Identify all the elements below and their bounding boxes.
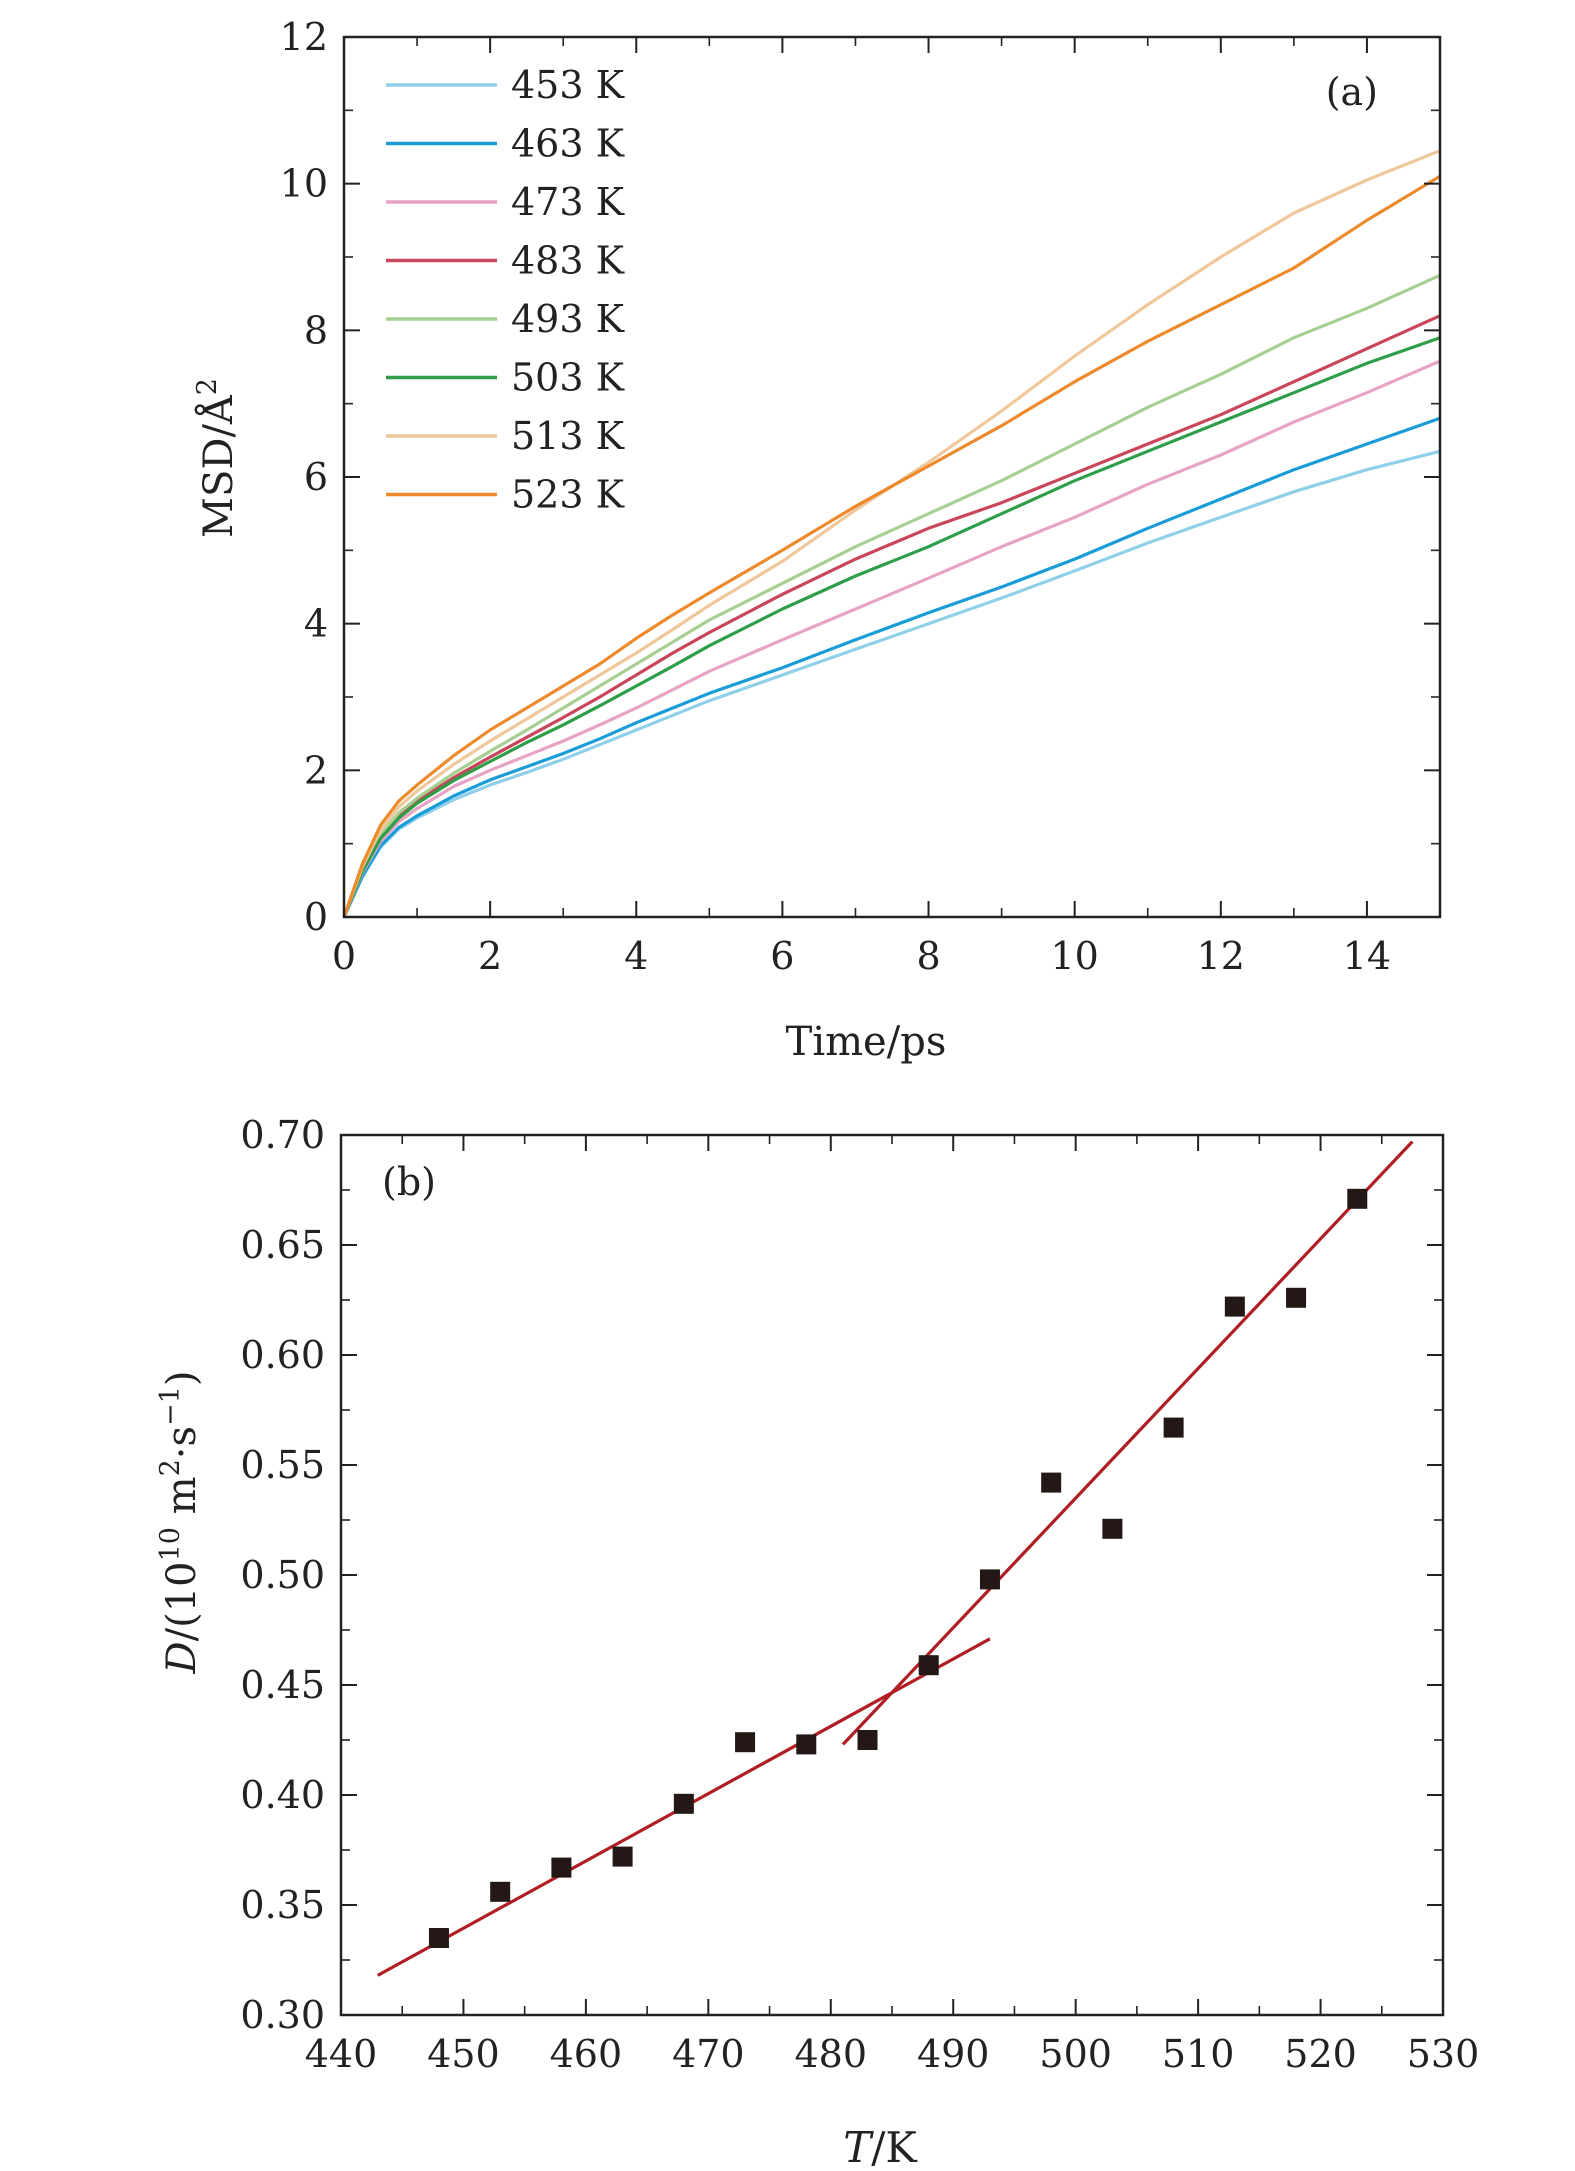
diffusion-y-tick-label: 0.55 bbox=[240, 1443, 325, 1487]
msd-line-503k bbox=[342, 336, 1441, 918]
diffusion-x-tick-label: 490 bbox=[917, 2032, 990, 2076]
msd-line-523k bbox=[342, 174, 1441, 918]
msd-y-tick-label: 12 bbox=[280, 15, 328, 59]
diffusion-x-tick-label: 450 bbox=[427, 2032, 500, 2076]
diffusion-x-tick-label: 530 bbox=[1407, 2032, 1480, 2076]
data-point bbox=[979, 1569, 1000, 1590]
diffusion-points bbox=[428, 1188, 1368, 1948]
diffusion-chart: 440 450 460 470 480 490 500 510 520 530 0.30 0.35 0.… bbox=[155, 1113, 1479, 2171]
msd-panel-label: (a) bbox=[1326, 70, 1378, 114]
diffusion-x-tick-label: 460 bbox=[550, 2032, 623, 2076]
data-point bbox=[1163, 1417, 1184, 1438]
msd-x-tick-label: 0 bbox=[332, 934, 356, 978]
data-point bbox=[612, 1846, 633, 1867]
legend-label: 463 K bbox=[511, 122, 625, 166]
fit-line-high bbox=[841, 1140, 1414, 1746]
msd-legend: 453 K 463 K 473 K 483 K 493 K 503 K 513 K 523 K bbox=[386, 63, 625, 517]
diffusion-x-tick-label: 510 bbox=[1162, 2032, 1235, 2076]
diffusion-y-tick-label: 0.60 bbox=[240, 1333, 325, 1377]
msd-line-483k bbox=[342, 314, 1441, 918]
msd-x-tick-label: 10 bbox=[1050, 934, 1098, 978]
msd-line-453k bbox=[342, 449, 1441, 918]
data-point bbox=[551, 1857, 572, 1878]
diffusion-y-tick-label: 0.70 bbox=[240, 1113, 325, 1157]
data-point bbox=[1224, 1296, 1245, 1317]
legend-label: 453 K bbox=[511, 63, 625, 107]
msd-line-463k bbox=[342, 416, 1441, 918]
msd-chart: 0 2 4 6 8 10 12 14 0 2 4 6 8 10 12 453 K 463 K 473 K 483 … bbox=[192, 15, 1442, 1065]
data-point bbox=[796, 1734, 817, 1755]
diffusion-x-tick-label: 440 bbox=[305, 2032, 378, 2076]
data-point bbox=[857, 1730, 878, 1750]
diffusion-y-axis-label: D/(1010 m2·s−1) bbox=[155, 1371, 205, 1675]
legend-label: 473 K bbox=[511, 180, 625, 224]
diffusion-axis-ticks: 440 450 460 470 480 490 500 510 520 530 0.30 0.35 0.… bbox=[240, 1113, 1479, 2076]
msd-y-tick-label: 8 bbox=[304, 308, 328, 352]
diffusion-x-axis-label: T/K bbox=[843, 2123, 918, 2171]
diffusion-x-tick-label: 480 bbox=[795, 2032, 868, 2076]
legend-label: 523 K bbox=[511, 473, 625, 517]
legend-label: 513 K bbox=[511, 414, 625, 458]
diffusion-y-tick-label: 0.35 bbox=[240, 1883, 325, 1927]
msd-line-473k bbox=[342, 359, 1441, 918]
diffusion-y-tick-label: 0.65 bbox=[240, 1223, 325, 1267]
msd-x-tick-label: 8 bbox=[916, 934, 940, 978]
diffusion-x-tick-label: 500 bbox=[1039, 2032, 1112, 2076]
diffusion-x-tick-label: 470 bbox=[672, 2032, 745, 2076]
data-point bbox=[490, 1881, 511, 1902]
data-point bbox=[918, 1655, 939, 1676]
msd-axis-ticks: 0 2 4 6 8 10 12 14 0 2 4 6 8 10 12 bbox=[280, 15, 1440, 978]
msd-y-tick-label: 10 bbox=[280, 162, 328, 206]
msd-x-axis-label: Time/ps bbox=[786, 1019, 947, 1065]
msd-y-tick-label: 6 bbox=[304, 455, 328, 499]
msd-line-513k bbox=[342, 149, 1441, 918]
msd-x-tick-label: 4 bbox=[624, 934, 648, 978]
msd-y-tick-label: 4 bbox=[304, 602, 328, 646]
legend-label: 493 K bbox=[511, 297, 625, 341]
msd-y-tick-label: 0 bbox=[304, 895, 328, 939]
diffusion-y-tick-label: 0.30 bbox=[240, 1993, 325, 2037]
diffusion-fit-lines bbox=[376, 1140, 1414, 1977]
data-point bbox=[1102, 1518, 1123, 1539]
msd-x-tick-label: 2 bbox=[478, 934, 502, 978]
msd-y-axis-label: MSD/Å2 bbox=[192, 378, 242, 538]
diffusion-y-tick-label: 0.50 bbox=[240, 1553, 325, 1597]
data-point bbox=[1041, 1472, 1062, 1493]
diffusion-x-tick-label: 520 bbox=[1284, 2032, 1357, 2076]
msd-series-lines bbox=[342, 149, 1441, 918]
msd-x-tick-label: 12 bbox=[1197, 934, 1245, 978]
diffusion-y-tick-label: 0.45 bbox=[240, 1663, 325, 1707]
msd-x-tick-label: 14 bbox=[1343, 934, 1391, 978]
data-point bbox=[1347, 1188, 1368, 1209]
data-point bbox=[735, 1732, 756, 1753]
msd-y-tick-label: 2 bbox=[304, 748, 328, 792]
legend-label: 503 K bbox=[511, 356, 625, 400]
diffusion-y-tick-label: 0.40 bbox=[240, 1773, 325, 1817]
data-point bbox=[428, 1928, 449, 1948]
data-point bbox=[1286, 1287, 1307, 1308]
msd-x-tick-label: 6 bbox=[770, 934, 794, 978]
legend-label: 483 K bbox=[511, 239, 625, 283]
msd-line-493k bbox=[342, 273, 1441, 918]
diffusion-panel-label: (b) bbox=[382, 1160, 436, 1204]
data-point bbox=[673, 1793, 694, 1814]
